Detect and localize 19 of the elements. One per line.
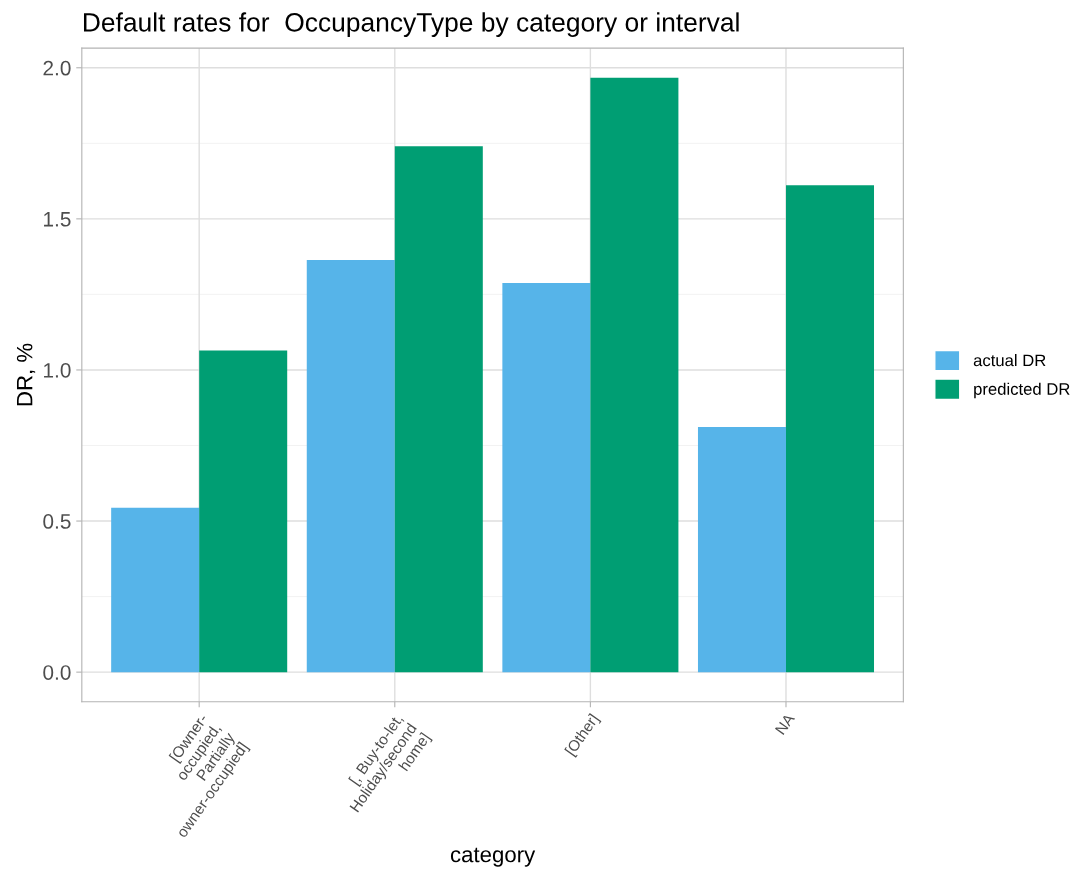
y-tick-label: 1.0 [44,362,71,378]
bar [785,185,875,673]
legend-label: predicted DR [974,382,1070,399]
legend-label: actual DR [973,354,1046,367]
x-tick-label: NA [774,712,796,735]
bar [199,350,288,673]
bar [111,507,200,673]
bar [306,259,395,673]
bar [502,282,591,673]
y-tick-label: 2.0 [43,60,71,76]
bar [394,146,483,673]
bar [697,427,786,673]
y-tick-label: 0.0 [43,665,71,680]
y-axis-title: DR, % [16,343,36,406]
y-tick-label: 0.5 [43,514,71,529]
y-tick-label: 1.5 [44,212,71,227]
bar [590,77,679,673]
chart-title: Default rates for OccupancyType by category or interval [83,12,739,37]
x-axis-title: category [450,847,536,867]
